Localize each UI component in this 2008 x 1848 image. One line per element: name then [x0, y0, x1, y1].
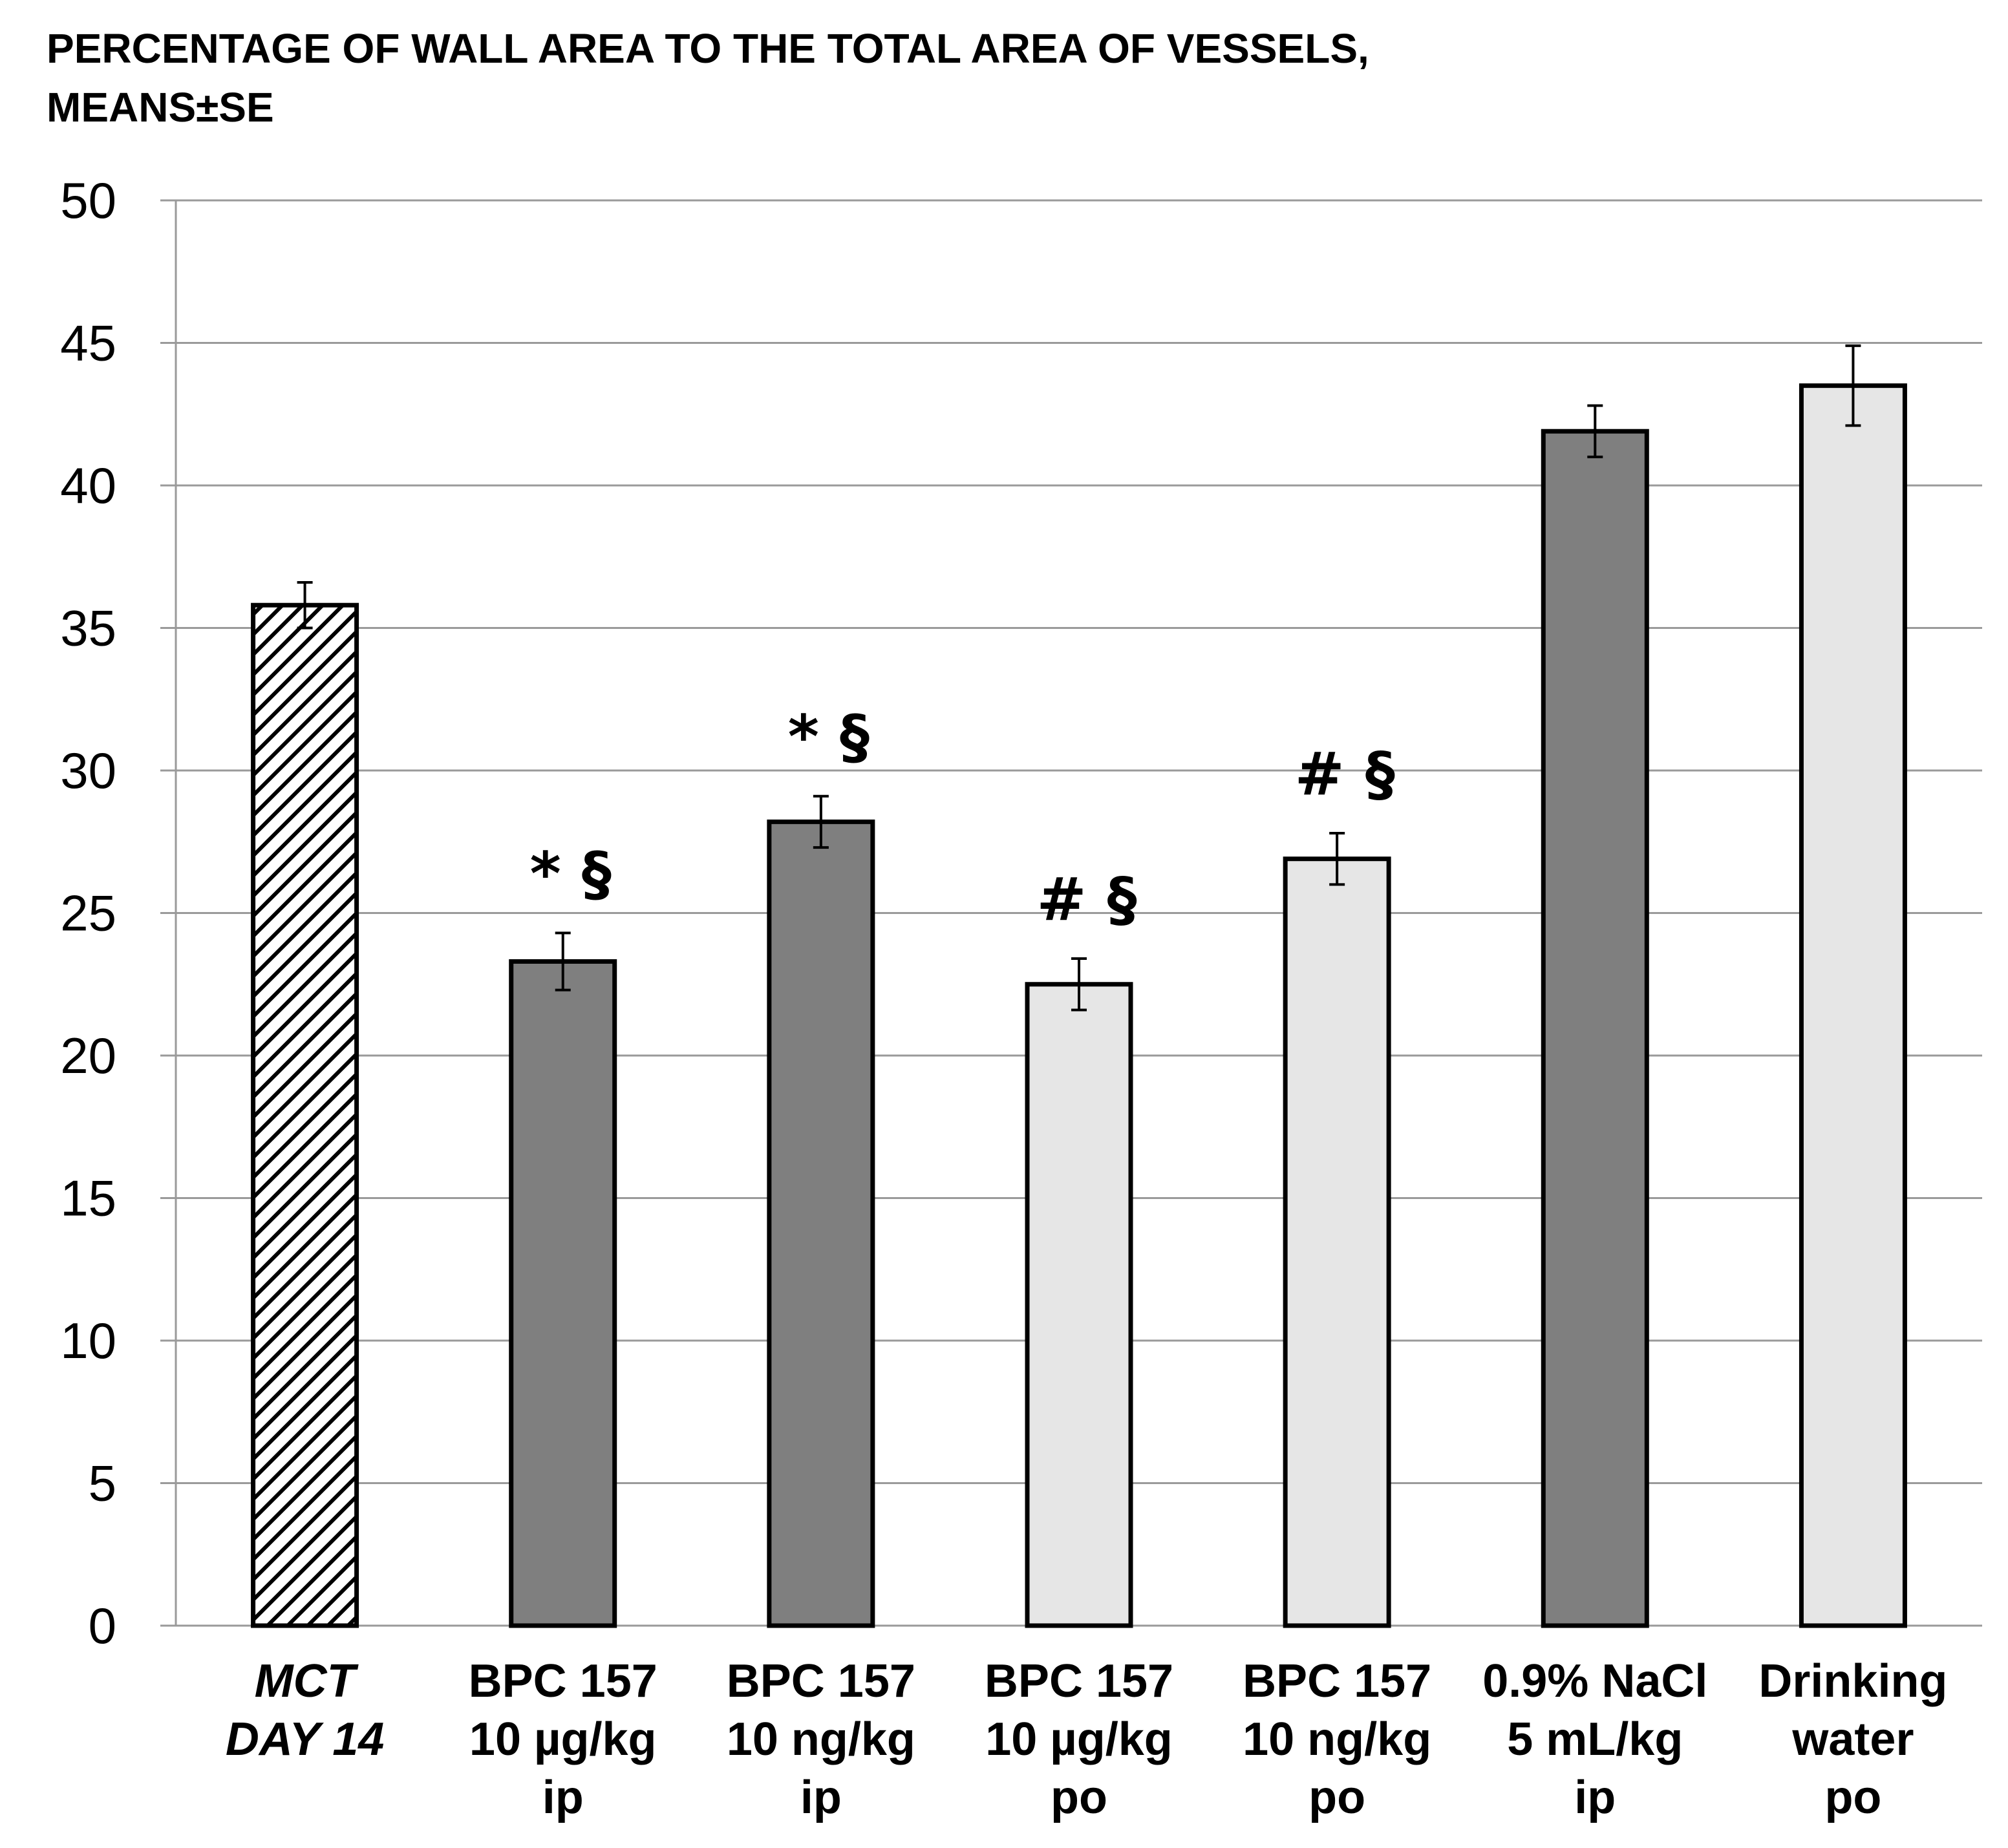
error-bar-2 [813, 794, 829, 849]
bars [251, 383, 1907, 1628]
bar-3 [1025, 982, 1133, 1628]
x-tick-label: BPC 157 [985, 1655, 1173, 1707]
bar-5 [1541, 429, 1649, 1628]
significance-annotation-1: * § [530, 839, 612, 908]
x-axis-labels: MCT DAY 14 BPC 157 10 µg/kg ip BPC 157 10 ng/k… [226, 1655, 1948, 1823]
error-bar-3 [1071, 957, 1087, 1012]
y-tick-label: 15 [60, 1170, 116, 1227]
x-tick-label: ip [800, 1772, 842, 1823]
x-tick-label: BPC 157 [727, 1655, 915, 1707]
error-bar-4 [1329, 832, 1345, 886]
x-tick-label: 10 µg/kg [985, 1714, 1173, 1765]
x-tick-label: DAY 14 [226, 1714, 384, 1765]
x-tick-label: po [1051, 1772, 1107, 1823]
error-bars [297, 344, 1861, 1012]
y-tick-label: 25 [60, 885, 116, 942]
bar-0 [251, 602, 359, 1628]
y-tick-label: 35 [60, 600, 116, 657]
error-bar-5 [1587, 404, 1603, 458]
x-tick-label: ip [542, 1772, 584, 1823]
bar-4 [1283, 856, 1391, 1628]
x-tick-label: BPC 157 [469, 1655, 657, 1707]
y-tick-label: 0 [89, 1597, 116, 1654]
y-tick-label: 5 [89, 1455, 116, 1512]
error-bar-0 [297, 580, 313, 630]
chart-title: PERCENTAGE OF WALL AREA TO THE TOTAL ARE… [47, 25, 1369, 72]
y-tick-label: 40 [60, 457, 116, 514]
x-tick-label: Drinking [1758, 1655, 1947, 1707]
significance-annotation-2: * § [788, 703, 870, 772]
bar-6 [1799, 383, 1907, 1628]
x-tick-label: po [1824, 1772, 1881, 1823]
error-bar-1 [555, 931, 571, 992]
x-tick-label: 0.9% NaCl [1482, 1655, 1707, 1707]
y-tick-label: 45 [60, 315, 116, 372]
x-tick-label: po [1308, 1772, 1365, 1823]
x-tick-label: 10 µg/kg [469, 1714, 657, 1765]
significance-annotation-4: # § [1295, 739, 1395, 809]
x-tick-label: MCT [255, 1655, 359, 1707]
y-tick-label: 20 [60, 1027, 116, 1084]
x-tick-label: ip [1574, 1772, 1616, 1823]
error-bar-6 [1845, 344, 1861, 427]
significance-annotation-3: # § [1036, 865, 1137, 934]
bar-2 [767, 819, 875, 1628]
x-tick-label: 5 mL/kg [1507, 1714, 1683, 1765]
chart-subtitle: MEANS±SE [47, 84, 274, 131]
bar-1 [509, 959, 617, 1628]
y-axis: 0 5 10 15 20 25 30 35 40 45 50 [60, 172, 177, 1654]
x-tick-label: water [1791, 1714, 1914, 1765]
x-tick-label: 10 ng/kg [1243, 1714, 1431, 1765]
y-tick-label: 10 [60, 1312, 116, 1369]
significance-annotations: * § * § # § # § [530, 703, 1395, 934]
y-tick-label: 50 [60, 172, 116, 229]
y-tick-label: 30 [60, 742, 116, 799]
x-tick-label: 10 ng/kg [727, 1714, 915, 1765]
x-tick-label: BPC 157 [1243, 1655, 1431, 1707]
